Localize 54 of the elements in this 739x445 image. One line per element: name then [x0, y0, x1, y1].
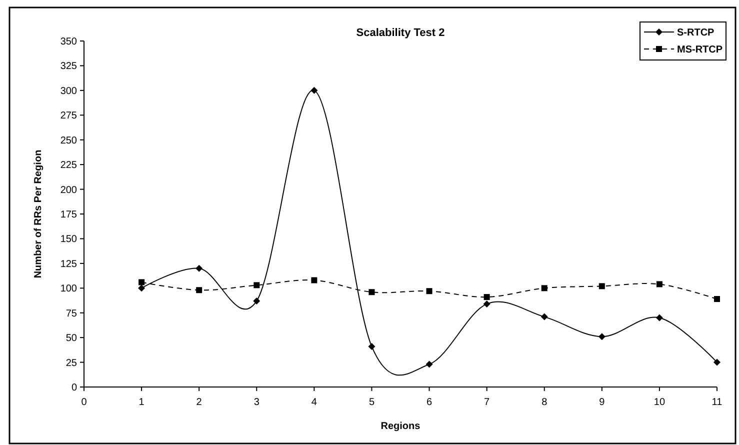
- y-tick-label: 300: [60, 86, 78, 97]
- x-tick-label: 6: [426, 397, 432, 408]
- point: [196, 287, 202, 294]
- y-tick-label: 250: [60, 135, 78, 146]
- point: [541, 285, 548, 292]
- point: [656, 281, 662, 288]
- point: [484, 294, 490, 300]
- x-tick-label: 7: [484, 397, 490, 408]
- legend-label: S-RTCP: [677, 28, 715, 38]
- x-tick-label: 5: [368, 397, 375, 408]
- x-tick-label: 1: [138, 397, 145, 408]
- x-tick-label: 0: [81, 397, 88, 408]
- y-tick-label: 100: [60, 284, 78, 295]
- y-tick-label: 200: [60, 184, 78, 196]
- x-tick-label: 3: [254, 397, 260, 408]
- point: [714, 296, 720, 302]
- point: [426, 288, 432, 294]
- y-tick-label: 50: [66, 333, 78, 344]
- y-tick-label: 325: [60, 61, 78, 72]
- y-tick-label: 175: [60, 210, 78, 220]
- x-tick-label: 8: [542, 397, 548, 408]
- x-axis-title: Regions: [380, 421, 421, 432]
- y-tick-label: 0: [71, 382, 78, 394]
- y-tick-label: 275: [60, 110, 78, 122]
- y-tick-label: 125: [60, 258, 78, 270]
- point: [540, 313, 548, 320]
- point: [196, 264, 203, 272]
- point: [368, 289, 375, 296]
- x-tick-label: 2: [196, 397, 202, 408]
- point: [656, 314, 663, 322]
- y-tick-label: 25: [66, 358, 78, 369]
- point: [426, 360, 433, 368]
- y-tick-label: 350: [60, 36, 78, 48]
- point: [253, 297, 260, 304]
- point: [714, 358, 720, 366]
- legend-label: MS-RTCP: [677, 44, 723, 56]
- point: [138, 284, 146, 292]
- point: [598, 333, 606, 340]
- x-tick-label: 10: [654, 397, 666, 408]
- x-tick-label: 11: [712, 397, 723, 408]
- y-tick-label: 225: [60, 160, 78, 172]
- y-axis-title: Number of RRs Per Region: [33, 150, 44, 278]
- point: [138, 279, 145, 286]
- point: [483, 300, 490, 308]
- x-tick-label: 4: [311, 397, 318, 408]
- point: [598, 283, 605, 290]
- point: [311, 277, 318, 284]
- chart-title: Scalability Test 2: [356, 27, 445, 39]
- point: [310, 86, 318, 94]
- point: [254, 282, 260, 288]
- point: [368, 342, 376, 350]
- y-tick-label: 150: [60, 234, 78, 246]
- x-tick-label: 9: [599, 397, 606, 408]
- y-tick-label: 75: [66, 308, 78, 320]
